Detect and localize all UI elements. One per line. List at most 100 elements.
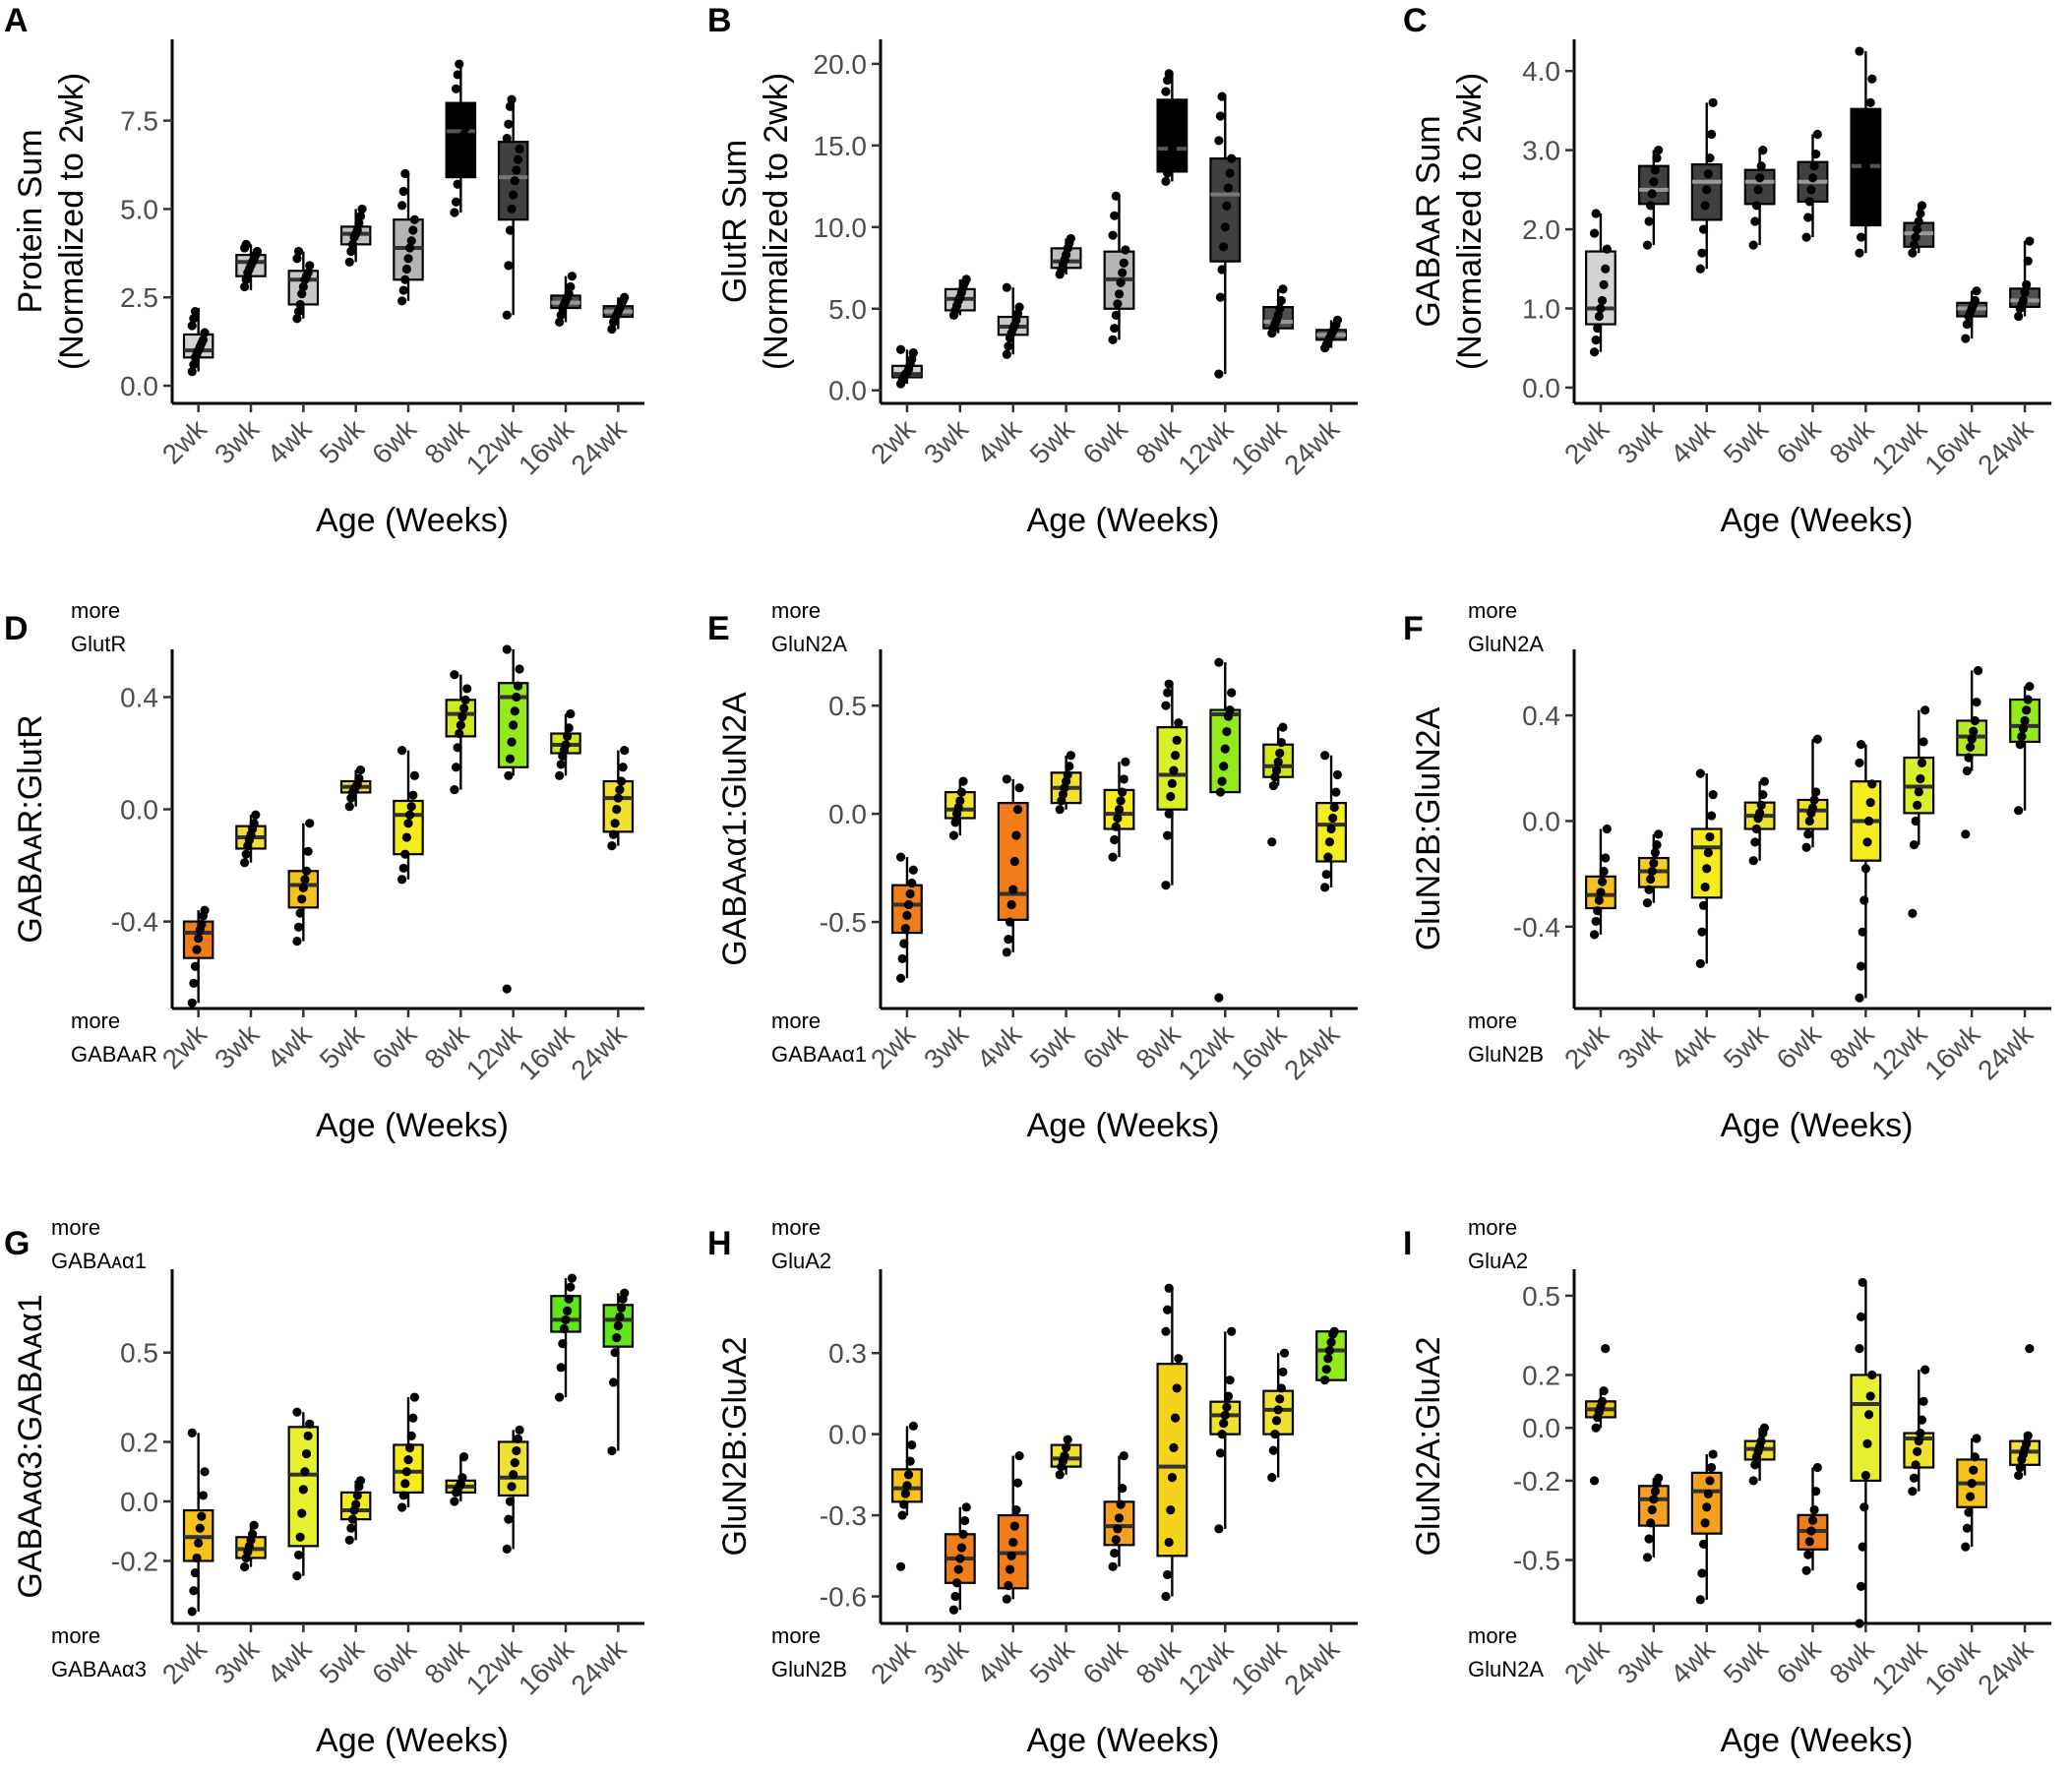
x-tick-label: 6wk bbox=[1771, 1633, 1828, 1690]
x-tick-label: 3wk bbox=[918, 1633, 975, 1690]
data-point bbox=[1809, 795, 1819, 805]
data-point bbox=[1225, 704, 1235, 715]
data-point bbox=[1961, 1542, 1971, 1552]
data-point bbox=[187, 367, 197, 377]
data-point bbox=[1601, 853, 1611, 863]
y-axis-title: GABAᴀα1:GluN2A bbox=[716, 692, 754, 966]
data-point bbox=[1811, 150, 1821, 159]
x-tick-label: 5wk bbox=[314, 413, 371, 470]
data-point bbox=[504, 261, 514, 271]
data-point bbox=[1705, 831, 1715, 842]
top-annotation: more bbox=[1468, 598, 1517, 623]
data-point bbox=[502, 1544, 512, 1554]
data-point bbox=[1867, 1370, 1877, 1380]
x-tick-label: 2wk bbox=[156, 413, 213, 470]
y-tick-label: 5.0 bbox=[120, 194, 158, 224]
data-point bbox=[1332, 315, 1343, 325]
y-tick-label: -0.2 bbox=[111, 1546, 158, 1576]
bottom-annotation: GABAᴀR bbox=[71, 1042, 157, 1067]
data-point bbox=[616, 776, 627, 786]
data-point bbox=[507, 737, 517, 747]
data-point bbox=[406, 802, 416, 812]
panel-letter: G bbox=[4, 1225, 30, 1262]
data-point bbox=[561, 1314, 571, 1325]
bottom-annotation: GluN2B bbox=[1468, 1042, 1544, 1067]
data-point bbox=[1859, 185, 1869, 195]
data-point bbox=[618, 763, 628, 772]
data-point bbox=[1006, 1551, 1016, 1560]
data-point bbox=[1916, 1428, 1925, 1438]
data-point bbox=[564, 1294, 574, 1304]
box-8wk bbox=[1850, 46, 1882, 258]
data-point bbox=[462, 112, 472, 122]
data-point bbox=[502, 310, 512, 320]
x-tick-label: 16wk bbox=[1225, 413, 1293, 481]
data-point bbox=[504, 770, 514, 780]
data-point bbox=[293, 922, 304, 932]
y-tick-label: 0.0 bbox=[120, 795, 158, 825]
data-point bbox=[400, 849, 410, 859]
data-point bbox=[401, 264, 411, 275]
y-tick-label: 0.5 bbox=[828, 691, 867, 721]
data-point bbox=[195, 1523, 205, 1533]
data-point bbox=[1169, 136, 1179, 146]
data-point bbox=[1169, 1442, 1179, 1452]
data-point bbox=[1806, 185, 1816, 195]
data-point bbox=[1700, 201, 1710, 211]
data-point bbox=[1758, 790, 1768, 800]
data-point bbox=[1702, 185, 1712, 195]
data-point bbox=[1862, 146, 1872, 155]
panel-c: C 0.0 1.0 2.0 3.0 4.0 GABAᴀR Sum (Normalized to… bbox=[1403, 2, 2051, 539]
x-tick-label: 24wk bbox=[565, 1018, 633, 1086]
box-16wk bbox=[1956, 286, 1988, 343]
data-point bbox=[900, 924, 910, 934]
box-4wk bbox=[1690, 768, 1723, 968]
panel-a: A 0.0 2.5 5.0 7.5 Protein Sum (Normalized to 2… bbox=[4, 2, 644, 539]
data-point bbox=[1855, 1343, 1864, 1354]
data-point bbox=[1589, 930, 1600, 940]
box-4wk bbox=[997, 774, 1029, 957]
x-tick-label: 16wk bbox=[1225, 1018, 1293, 1086]
data-point bbox=[897, 953, 907, 964]
data-point bbox=[292, 1570, 302, 1581]
data-point bbox=[1647, 189, 1657, 199]
data-point bbox=[1596, 303, 1606, 314]
data-point bbox=[512, 165, 521, 175]
data-point bbox=[1801, 232, 1811, 242]
data-point bbox=[1708, 1449, 1718, 1459]
data-point bbox=[1275, 304, 1285, 314]
data-point bbox=[1647, 1504, 1657, 1515]
data-point bbox=[1167, 778, 1177, 788]
data-point bbox=[1917, 201, 1927, 211]
data-point bbox=[1812, 1462, 1822, 1473]
data-point bbox=[455, 168, 464, 179]
data-point bbox=[2025, 1343, 2035, 1354]
data-point bbox=[1860, 161, 1870, 171]
data-point bbox=[2022, 1438, 2032, 1448]
data-point bbox=[1066, 233, 1076, 244]
y-axis-title: GluN2A:GluA2 bbox=[1410, 1337, 1447, 1557]
y-tick-label: -0.4 bbox=[1513, 912, 1560, 943]
data-point bbox=[1649, 1495, 1659, 1504]
x-tick-label: 24wk bbox=[1278, 1018, 1346, 1086]
data-point bbox=[1174, 718, 1184, 728]
data-point bbox=[1268, 1445, 1278, 1455]
x-tick-label: 6wk bbox=[1077, 413, 1134, 470]
data-point bbox=[902, 910, 912, 921]
x-tick-label: 2wk bbox=[865, 1633, 922, 1690]
data-point bbox=[401, 1467, 411, 1477]
y-axis-title: GluN2B:GluN2A bbox=[1410, 706, 1447, 950]
x-tick-label: 3wk bbox=[209, 1018, 266, 1075]
data-point bbox=[1911, 1460, 1920, 1470]
data-point bbox=[1222, 201, 1232, 211]
x-tick-label: 4wk bbox=[971, 1633, 1028, 1690]
box-2wk bbox=[891, 852, 923, 983]
data-point bbox=[1223, 1391, 1234, 1401]
box-16wk bbox=[1956, 1434, 1988, 1552]
data-point bbox=[1108, 852, 1118, 862]
data-point bbox=[303, 268, 313, 277]
data-point bbox=[453, 70, 462, 80]
data-point bbox=[1654, 146, 1664, 155]
data-point bbox=[1219, 242, 1229, 252]
